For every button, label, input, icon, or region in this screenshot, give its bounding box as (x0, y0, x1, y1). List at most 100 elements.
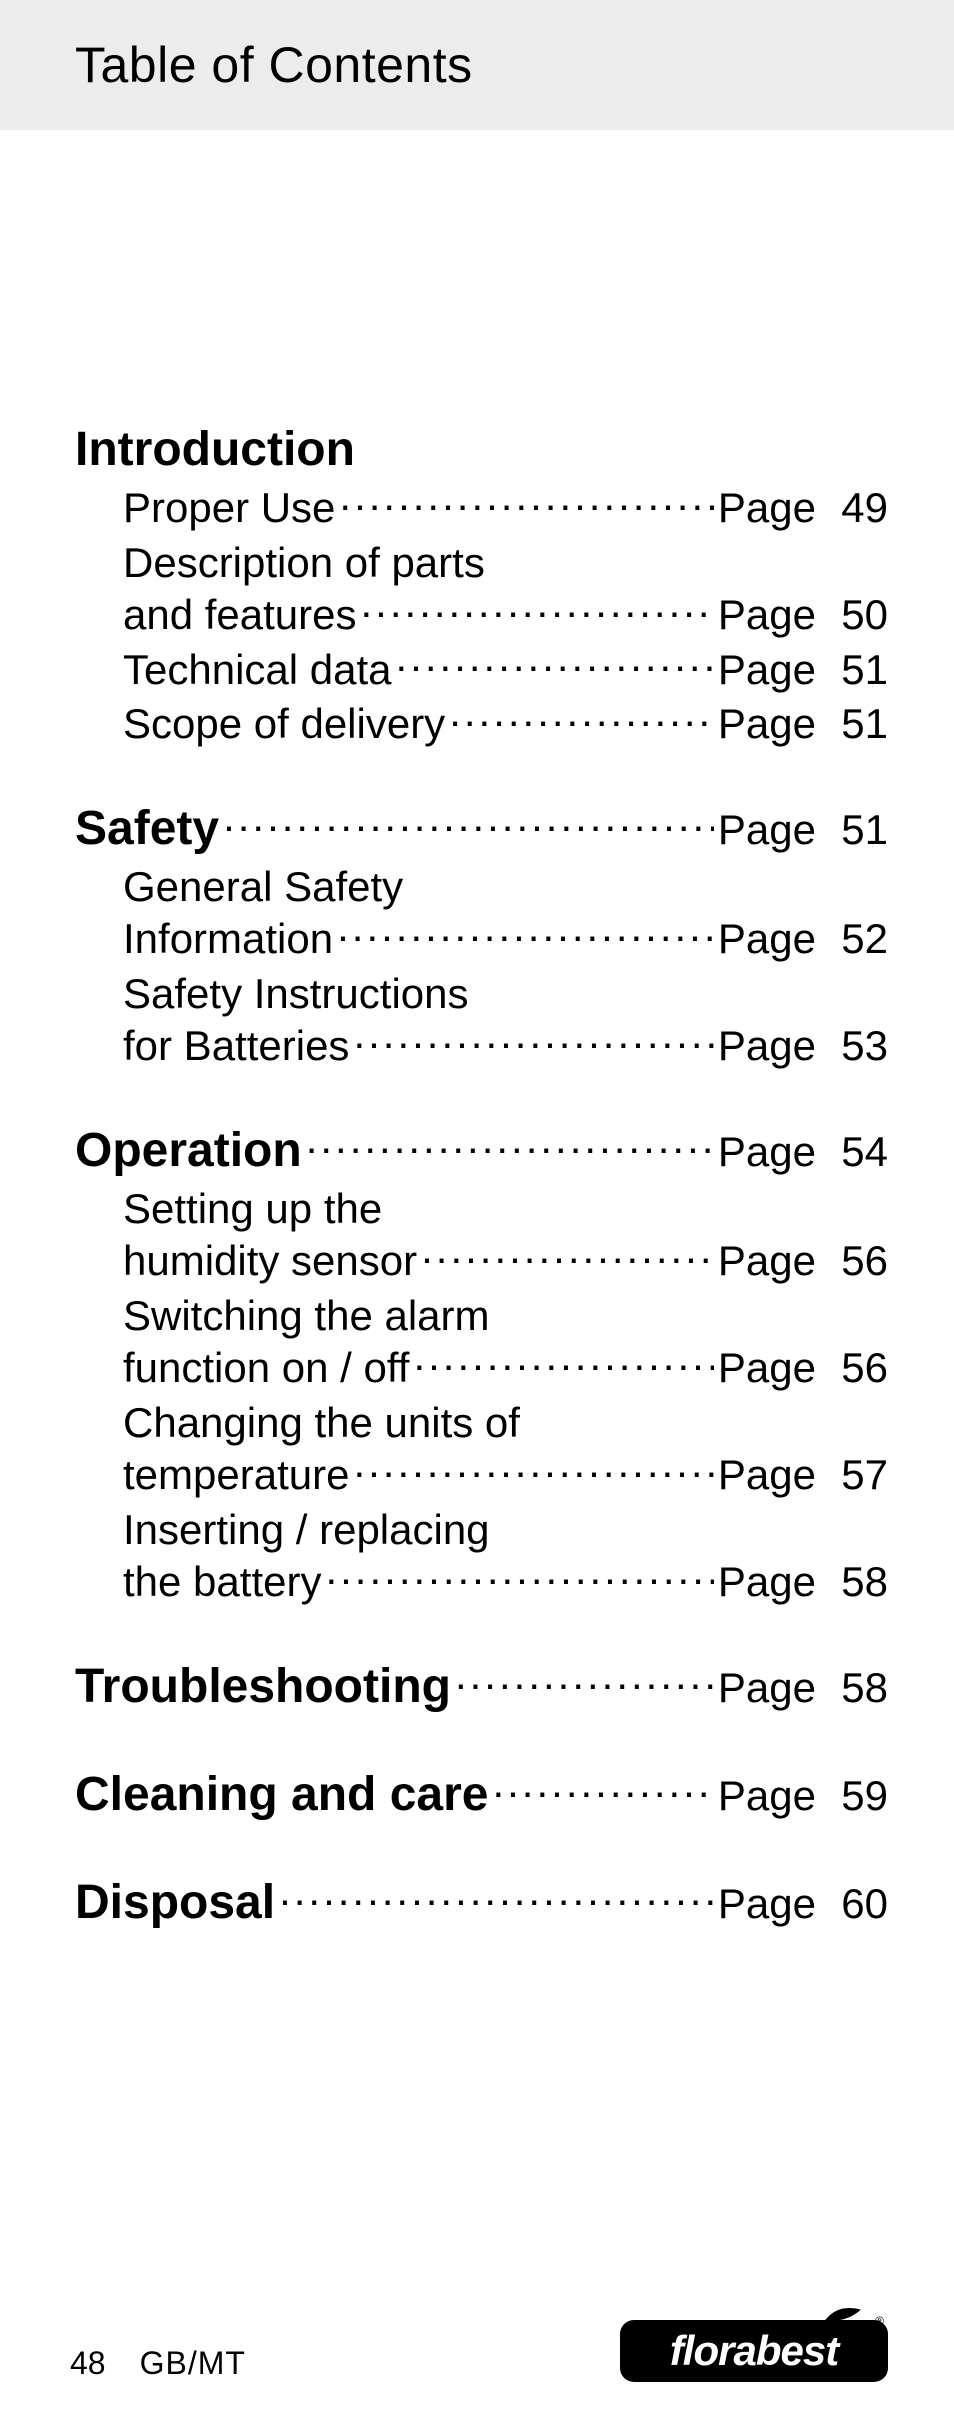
toc-item-row: Scope of delivery Page51 (75, 698, 888, 751)
dot-leader (361, 611, 714, 629)
page-number: 51 (816, 644, 888, 697)
toc-section: SafetyPage51General SafetyInformationPag… (75, 799, 888, 1073)
toc-item-row: the battery Page58 (75, 1556, 888, 1609)
logo-text: florabest (670, 2327, 838, 2375)
toc-item-title: Proper Use (123, 482, 335, 535)
page-label: Page (718, 482, 816, 535)
dot-leader (306, 1148, 714, 1166)
page-label: Page (718, 698, 816, 751)
toc-section-row: Disposal Page60 (75, 1873, 888, 1933)
page-label: Page (718, 1020, 816, 1073)
toc-item-line: Inserting / replacing (75, 1504, 888, 1557)
toc-item-row: function on / off Page56 (75, 1342, 888, 1395)
page-number: 59 (816, 1770, 888, 1823)
logo-box: florabest (620, 2320, 888, 2382)
toc-item-row: temperature Page57 (75, 1449, 888, 1502)
page-number: 56 (816, 1235, 888, 1288)
toc-item-row: humidity sensor Page56 (75, 1235, 888, 1288)
toc-item-row: Technical data Page51 (75, 644, 888, 697)
page-number: 58 (816, 1556, 888, 1609)
page-number: 52 (816, 913, 888, 966)
footer-page-number: 48 (70, 2345, 106, 2382)
page-number: 50 (816, 589, 888, 642)
toc-item-title: the battery (123, 1556, 321, 1609)
toc-item-line: Switching the alarm (75, 1290, 888, 1343)
dot-leader (413, 1364, 713, 1382)
toc-item-line: Setting up the (75, 1183, 888, 1236)
page-label: Page (718, 1878, 816, 1931)
toc-item-row: Information Page52 (75, 913, 888, 966)
toc-section: Disposal Page60 (75, 1873, 888, 1933)
page-number: 53 (816, 1020, 888, 1073)
dot-leader (492, 1792, 713, 1810)
dot-leader (353, 1471, 713, 1489)
toc-item-title: for Batteries (123, 1020, 349, 1073)
toc-item-title: humidity sensor (123, 1235, 417, 1288)
page-number: 49 (816, 482, 888, 535)
toc-section-title: Operation (75, 1121, 302, 1181)
toc-section-row: Cleaning and care Page59 (75, 1765, 888, 1825)
toc-section-row: Troubleshooting Page58 (75, 1657, 888, 1717)
page-number: 54 (816, 1126, 888, 1179)
page-label: Page (718, 1235, 816, 1288)
page-label: Page (718, 1342, 816, 1395)
footer-left: 48 GB/MT (70, 2345, 246, 2382)
dot-leader (223, 826, 714, 844)
toc-item-row: for Batteries Page53 (75, 1020, 888, 1073)
toc-item-title: temperature (123, 1449, 349, 1502)
toc-section-row: Operation Page54 (75, 1121, 888, 1181)
header-bar: Table of Contents (0, 0, 954, 130)
toc-item-title: Technical data (123, 644, 392, 697)
toc-item-title: Information (123, 913, 333, 966)
toc-section-row: Introduction (75, 420, 888, 480)
toc-section: OperationPage54Setting up thehumidity se… (75, 1121, 888, 1609)
toc-item-line: Description of parts (75, 537, 888, 590)
toc-item-line: Safety Instructions (75, 968, 888, 1021)
brand-logo: ® florabest (620, 2306, 888, 2382)
dot-leader (339, 504, 713, 522)
toc-content: IntroductionProper UsePage49Description … (0, 130, 954, 1933)
page-label: Page (718, 913, 816, 966)
dot-leader (279, 1900, 714, 1918)
toc-section-title: Introduction (75, 420, 355, 480)
page-label: Page (718, 1662, 816, 1715)
dot-leader (396, 666, 714, 684)
dot-leader (449, 720, 714, 738)
toc-item-title: and features (123, 589, 357, 642)
toc-item-row: Proper Use Page49 (75, 482, 888, 535)
page-label: Page (718, 644, 816, 697)
dot-leader (353, 1042, 713, 1060)
page-number: 57 (816, 1449, 888, 1502)
dot-leader (421, 1257, 714, 1275)
page-number: 51 (816, 804, 888, 857)
page-label: Page (718, 1556, 816, 1609)
page-label: Page (718, 1126, 816, 1179)
footer: 48 GB/MT ® florabest (0, 2306, 954, 2382)
toc-section-title: Safety (75, 799, 219, 859)
toc-section-title: Troubleshooting (75, 1657, 451, 1717)
page-label: Page (718, 1770, 816, 1823)
toc-section: Troubleshooting Page58 (75, 1657, 888, 1717)
page-label: Page (718, 1449, 816, 1502)
toc-item-line: Changing the units of (75, 1397, 888, 1450)
page-number: 56 (816, 1342, 888, 1395)
toc-section-title: Disposal (75, 1873, 275, 1933)
page-label: Page (718, 589, 816, 642)
dot-leader (337, 935, 714, 953)
toc-item-row: and features Page50 (75, 589, 888, 642)
dot-leader (455, 1684, 714, 1702)
header-title: Table of Contents (75, 36, 473, 94)
toc-section: IntroductionProper UsePage49Description … (75, 420, 888, 751)
toc-section: Cleaning and care Page59 (75, 1765, 888, 1825)
toc-section-title: Cleaning and care (75, 1765, 488, 1825)
page-number: 58 (816, 1662, 888, 1715)
page-label: Page (718, 804, 816, 857)
dot-leader (325, 1578, 713, 1596)
toc-item-title: Scope of delivery (123, 698, 445, 751)
footer-region: GB/MT (140, 2345, 246, 2382)
toc-item-title: function on / off (123, 1342, 409, 1395)
page-number: 60 (816, 1878, 888, 1931)
page-number: 51 (816, 698, 888, 751)
toc-section-row: Safety Page51 (75, 799, 888, 859)
toc-item-line: General Safety (75, 861, 888, 914)
